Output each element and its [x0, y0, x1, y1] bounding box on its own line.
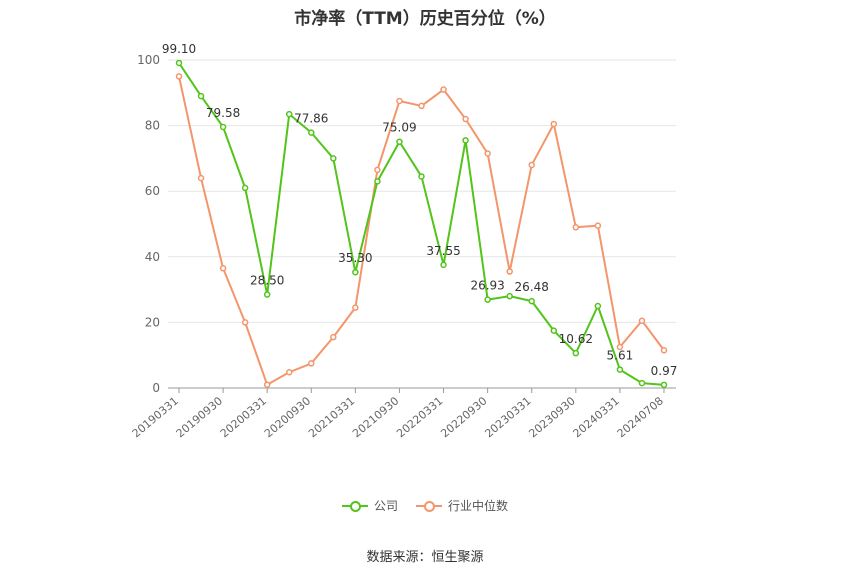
- data-point-company: [638, 379, 646, 387]
- data-point-industry-median: [506, 268, 513, 275]
- legend-item-company[interactable]: 公司: [341, 497, 398, 514]
- data-label: 75.09: [382, 121, 416, 135]
- data-label: 28.50: [250, 274, 284, 288]
- y-tick-label: 20: [145, 315, 160, 329]
- data-point-industry-median: [440, 86, 447, 93]
- y-tick-label: 100: [137, 53, 160, 67]
- data-point-company: [616, 366, 624, 373]
- x-tick-label: 20230331: [482, 394, 533, 440]
- legend-marker-company: [341, 499, 368, 513]
- x-tick-label: 20210930: [350, 394, 401, 440]
- data-point-company: [219, 123, 227, 131]
- data-point-company: [660, 381, 668, 389]
- y-tick-label: 80: [145, 119, 160, 133]
- y-tick-label: 40: [145, 250, 160, 264]
- data-point-industry-median: [638, 317, 646, 325]
- data-point-industry-median: [374, 166, 381, 174]
- data-point-industry-median: [616, 343, 624, 351]
- legend-label-company: 公司: [373, 499, 398, 513]
- data-point-industry-median: [594, 222, 602, 229]
- x-tick-label: 20230930: [526, 394, 577, 440]
- data-point-industry-median: [418, 102, 425, 110]
- data-point-industry-median: [462, 115, 469, 123]
- data-point-company: [374, 178, 381, 185]
- data-point-industry-median: [175, 73, 183, 80]
- data-label: 35.30: [338, 251, 372, 265]
- data-point-industry-median: [528, 161, 535, 169]
- x-tick-label: 20240331: [571, 394, 622, 440]
- data-label: 5.61: [607, 349, 634, 363]
- x-tick-label: 20200331: [218, 394, 269, 440]
- data-point-company: [506, 292, 513, 300]
- data-label: 0.97: [651, 364, 678, 378]
- data-point-company: [352, 268, 359, 276]
- grid-lines: [168, 59, 676, 389]
- data-point-industry-median: [197, 174, 205, 182]
- x-tick-label: 20190930: [174, 394, 225, 440]
- x-tick-label: 20220331: [394, 394, 445, 440]
- data-point-company: [308, 129, 315, 136]
- data-point-industry-median: [572, 224, 580, 231]
- chart-title: 市净率（TTM）历史百分位（%）: [294, 9, 556, 29]
- y-tick-label: 0: [152, 381, 160, 395]
- data-label: 26.48: [515, 280, 549, 294]
- data-label: 10.62: [559, 332, 593, 346]
- legend-item-industry-median[interactable]: 行业中位数: [416, 497, 508, 514]
- data-point-industry-median: [219, 265, 227, 272]
- data-point-company: [175, 59, 183, 67]
- data-point-company: [197, 92, 205, 100]
- data-point-company: [484, 296, 491, 303]
- data-point-industry-median: [550, 120, 558, 128]
- data-point-industry-median: [484, 150, 491, 157]
- data-point-company: [594, 302, 602, 310]
- x-tick-label: 20190331: [130, 394, 181, 440]
- data-label: 37.55: [426, 244, 460, 258]
- data-point-industry-median: [285, 369, 293, 376]
- x-tick-label: 20240708: [615, 394, 666, 440]
- data-point-company: [550, 327, 558, 334]
- data-labels: 99.10 79.58 28.50 77.86 35.30 75.09 37.55 26.93…: [162, 42, 678, 378]
- data-point-company: [440, 261, 447, 269]
- data-point-industry-median: [660, 347, 668, 354]
- data-point-company: [528, 297, 535, 305]
- data-point-company: [330, 155, 337, 162]
- x-tick-label: 20210331: [306, 394, 357, 440]
- series-lines: [175, 59, 668, 389]
- data-point-industry-median: [396, 97, 403, 105]
- data-label: 99.10: [162, 42, 196, 56]
- data-point-company: [263, 291, 271, 298]
- source-note: 数据来源：恒生聚源: [366, 550, 484, 565]
- data-point-company: [418, 173, 425, 180]
- data-label: 79.58: [206, 106, 240, 120]
- data-point-industry-median: [330, 333, 337, 341]
- data-point-company: [241, 184, 249, 192]
- data-point-company: [462, 137, 469, 144]
- data-point-industry-median: [308, 360, 315, 367]
- data-point-industry-median: [263, 381, 271, 388]
- legend-marker-industry-median: [416, 499, 442, 513]
- legend-label-industry-median: 行业中位数: [448, 499, 509, 513]
- legend: 公司 行业中位数: [0, 497, 850, 514]
- data-point-industry-median: [352, 304, 359, 311]
- y-tick-label: 60: [145, 184, 160, 198]
- x-tick-label: 20200930: [262, 394, 313, 440]
- x-tick-label: 20220930: [438, 394, 489, 440]
- data-point-company: [396, 138, 403, 145]
- data-label: 26.93: [470, 279, 504, 293]
- data-point-company: [285, 110, 293, 118]
- data-point-company: [572, 349, 580, 357]
- data-label: 77.86: [294, 112, 328, 126]
- data-point-industry-median: [241, 319, 249, 326]
